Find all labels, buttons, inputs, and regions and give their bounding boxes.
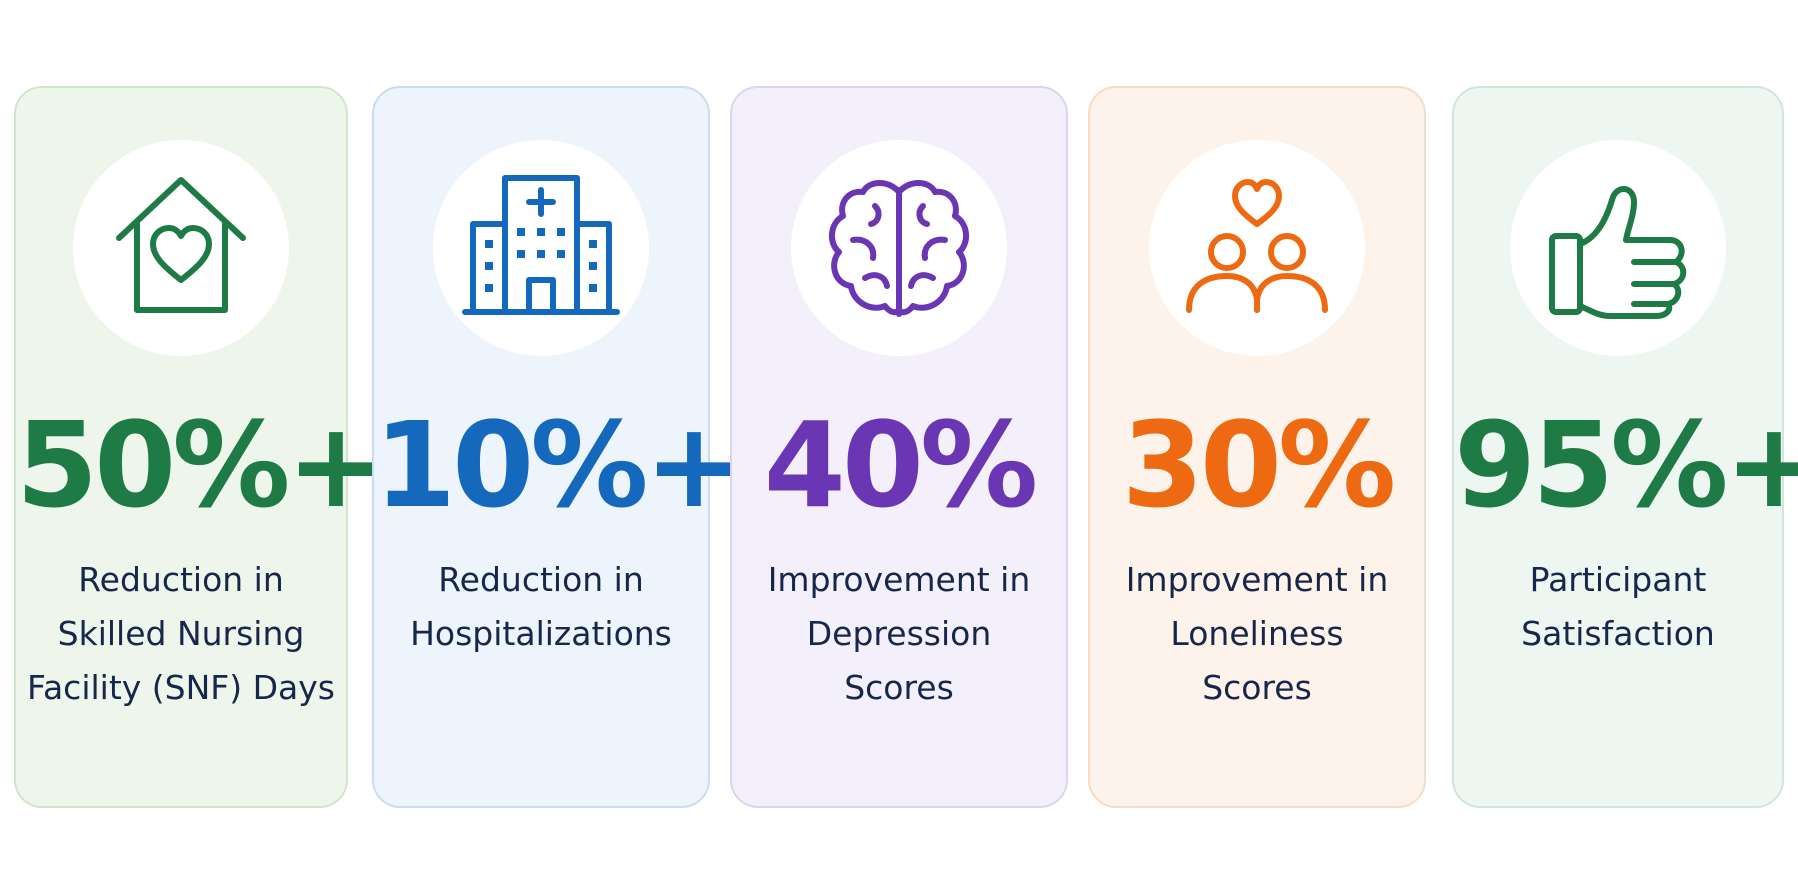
icon-circle — [1510, 140, 1726, 356]
stat-card-depression: 40% Improvement in Depression Scores — [730, 86, 1068, 808]
stat-description: Improvement in Depression Scores — [732, 553, 1066, 715]
icon-circle — [1149, 140, 1365, 356]
description-line: Loneliness — [1170, 614, 1344, 653]
home-heart-icon — [116, 177, 246, 313]
stat-value: 10%+ — [374, 396, 743, 534]
stat-card-satisfaction: 95%+ Participant Satisfaction — [1452, 86, 1798, 808]
stat-description: Reduction in Skilled Nursing Facility (S… — [16, 553, 346, 715]
description-line: Depression — [806, 614, 992, 653]
stat-description: Improvement in Loneliness Scores — [1090, 553, 1424, 715]
icon-circle — [73, 140, 289, 356]
stat-description: Reduction in Hospitalizations — [374, 553, 708, 661]
stat-card-loneliness: 30% Improvement in Loneliness Scores — [1088, 86, 1426, 808]
stat-card-hospitalizations: 10%+ Reduction in Hospitalizations — [372, 86, 743, 808]
stat-description: Participant Satisfaction — [1454, 553, 1782, 661]
description-line: Facility (SNF) Days — [27, 668, 335, 707]
brain-icon — [829, 180, 969, 317]
description-line: Satisfaction — [1521, 614, 1715, 653]
stat-value: 30% — [1121, 396, 1396, 534]
icon-circle — [433, 140, 649, 356]
description-line: Improvement in — [767, 560, 1031, 599]
thumbs-up-icon — [1549, 186, 1687, 319]
description-line: Scores — [1202, 668, 1312, 707]
stat-value: 40% — [763, 396, 1038, 534]
description-line: Scores — [844, 668, 954, 707]
hospital-icon — [462, 175, 620, 315]
description-line: Participant — [1529, 560, 1707, 599]
people-heart-icon — [1186, 179, 1328, 313]
description-line: Hospitalizations — [410, 614, 672, 653]
stat-value: 95%+ — [1454, 396, 1798, 534]
description-line: Improvement in — [1125, 560, 1389, 599]
description-line: Reduction in — [78, 560, 284, 599]
description-line: Reduction in — [438, 560, 644, 599]
icon-circle — [791, 140, 1007, 356]
stat-value: 50%+ — [16, 396, 385, 534]
stat-card-snf: 50%+ Reduction in Skilled Nursing Facili… — [14, 86, 385, 808]
description-line: Skilled Nursing — [57, 614, 305, 653]
